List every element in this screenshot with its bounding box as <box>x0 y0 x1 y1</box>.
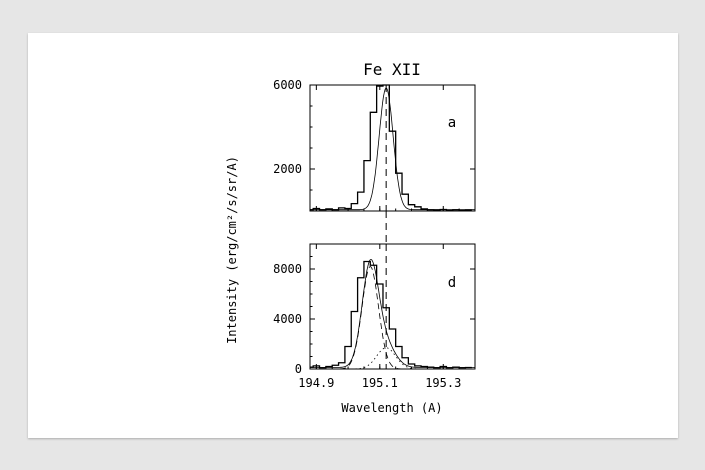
y-axis-label: Intensity (erg/cm²/s/sr/A) <box>225 156 239 344</box>
panel-d-ytick-label: 0 <box>295 362 302 376</box>
x-axis-label: Wavelength (A) <box>341 401 442 415</box>
panel-d-frame <box>309 243 476 370</box>
panel-d-ytick-label: 4000 <box>273 312 302 326</box>
panel-label-d: d <box>448 275 456 291</box>
panel-a-frame <box>309 84 476 212</box>
panel-a-histogram-line <box>310 84 472 211</box>
panel-a-fit-line <box>310 87 475 211</box>
figure-title: Fe XII <box>363 60 421 79</box>
panel-label-a: a <box>448 115 456 131</box>
panel-a-ytick-label: 6000 <box>273 78 302 92</box>
panel-d-component-2-line <box>310 347 475 370</box>
panel-a-ytick-label: 2000 <box>273 162 302 176</box>
panel-d-fit-line <box>310 258 475 368</box>
panel-d-xtick-label: 194.9 <box>298 376 334 390</box>
panel-d-xtick-label: 195.3 <box>425 376 461 390</box>
panel-d-xtick-label: 195.1 <box>362 376 398 390</box>
figure-card <box>28 33 678 438</box>
panel-d-ytick-label: 8000 <box>273 262 302 276</box>
panel-d-histogram-line <box>310 260 472 369</box>
